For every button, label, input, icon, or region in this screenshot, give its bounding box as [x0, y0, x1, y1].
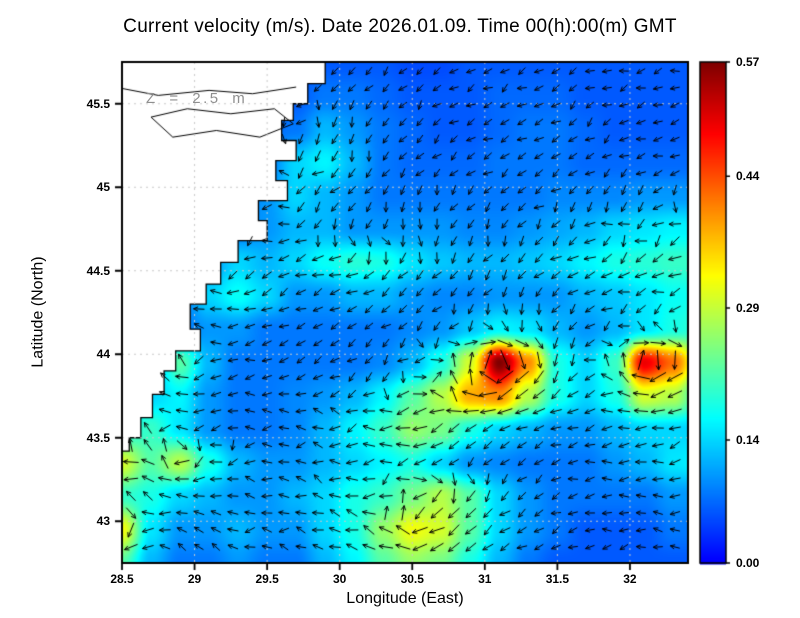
- x-tick-label: 30.5: [400, 572, 424, 586]
- x-tick-label: 28.5: [110, 572, 134, 586]
- colorbar-tick-label: 0.44: [736, 169, 760, 184]
- y-tick-label: 45: [96, 180, 110, 195]
- colorbar-tick-label: 0.57: [736, 55, 760, 69]
- colorbar-tick-label: 0.14: [736, 432, 760, 447]
- x-tick-label: 32: [623, 572, 637, 586]
- x-tick-label: 30: [333, 572, 347, 586]
- y-tick-label: 44: [96, 347, 110, 362]
- y-tick-label: 43: [96, 514, 110, 529]
- depth-annotation: Z = 2.5 m: [146, 90, 248, 107]
- x-tick-label: 29.5: [255, 572, 279, 586]
- x-tick-label: 29: [187, 572, 202, 586]
- chart-title: Current velocity (m/s). Date 2026.01.09.…: [123, 16, 677, 37]
- y-axis-title: Latitude (North): [29, 256, 47, 368]
- x-tick-label: 31.5: [545, 572, 570, 586]
- colorbar-tick-label: 0.29: [736, 301, 760, 316]
- colorbar-tick-label: 0.00: [736, 556, 760, 570]
- y-tick-label: 45.5: [86, 96, 110, 111]
- x-tick-label: 31: [478, 572, 492, 586]
- x-axis-title: Longitude (East): [346, 590, 464, 607]
- y-tick-label: 43.5: [86, 430, 110, 445]
- y-tick-label: 44.5: [86, 263, 110, 278]
